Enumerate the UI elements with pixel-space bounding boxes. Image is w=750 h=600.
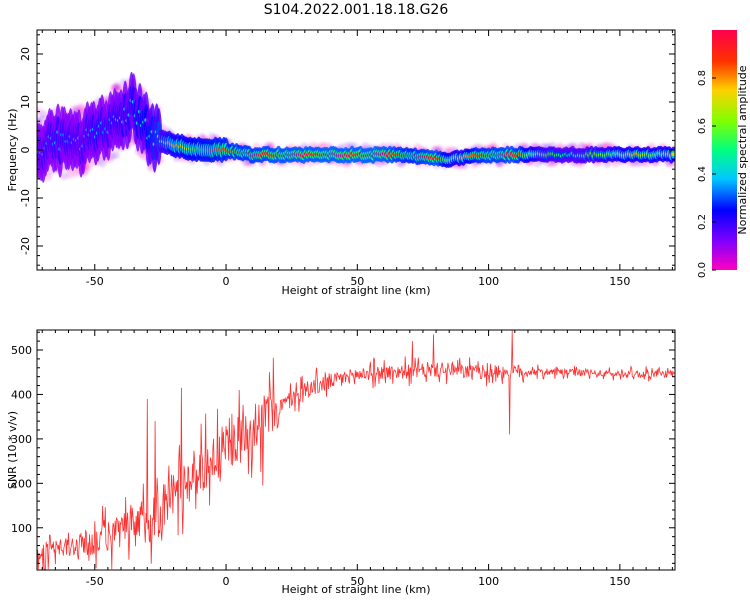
snr-panel: -50 0 50 100 150 100 200 300 400 500 Height of st… [6,329,676,596]
colorbar-label: Normalized spectral amplitude [736,65,749,234]
figure-title: S104.2022.001.18.18.G26 [264,2,449,18]
colorbar-tick-label: 0.2 [697,214,708,230]
snr-ylabel: SNR (10 * v/v) [6,411,19,489]
snr-series-line [37,330,675,570]
snr-ytick-label: 200 [11,477,32,490]
spectrogram-xlabel: Height of straight line (km) [281,284,430,297]
spectrogram-xtick-label: 50 [350,275,364,288]
colorbar-tick-label: 0.8 [697,70,708,86]
colorbar-tick-label: 0.6 [697,118,708,134]
spectrogram-ytick-label: 20 [19,47,32,61]
spectrogram-axes: -50 0 50 100 150 -20 -10 0 10 20 [19,30,675,288]
spectrogram-xtick-label: 150 [609,275,630,288]
snr-xtick-label: -50 [86,575,104,588]
colorbar-tick-label: 0.0 [697,262,708,278]
spectrogram-ytick-label: 10 [19,95,32,109]
spectrogram-cell [671,152,675,156]
spectrogram-xtick-label: 100 [478,275,499,288]
snr-ytick-label: 100 [11,522,32,535]
colorbar-tick-label: 0.4 [697,166,708,182]
snr-xlabel: Height of straight line (km) [281,583,430,596]
spectrogram-layer [37,71,675,183]
spectrogram-xtick-label: 0 [223,275,230,288]
spectrogram-ytick-label: -20 [19,237,32,255]
snr-xtick-label: 0 [223,575,230,588]
snr-xtick-label: 150 [609,575,630,588]
spectrogram-panel: -50 0 50 100 150 -20 -10 0 10 20 Height of straig… [6,29,676,297]
snr-ytick-label: 500 [11,344,32,357]
spectrogram-xtick-label: -50 [86,275,104,288]
colorbar-gradient [712,30,737,270]
spectrogram-cells [37,71,675,183]
spectrogram-haze-cell [60,172,69,181]
spectrogram-haze-cell [39,110,48,119]
colorbar: 0.0 0.2 0.4 0.6 0.8 Normalized spectral ampl… [697,30,749,278]
snr-ytick-label: 300 [11,433,32,446]
spectrogram-haze-cell [111,150,120,159]
snr-frame [36,329,676,571]
snr-axes: -50 0 50 100 150 100 200 300 400 500 [11,330,675,588]
snr-ytick-label: 400 [11,388,32,401]
spectrogram-ytick-label: -10 [19,189,32,207]
colorbar-ticks: 0.0 0.2 0.4 0.6 0.8 [697,70,716,278]
snr-xtick-label: 50 [350,575,364,588]
snr-xtick-label: 100 [478,575,499,588]
spectrogram-ylabel: Frequency (Hz) [6,109,19,192]
spectrogram-ytick-label: 0 [19,147,32,154]
